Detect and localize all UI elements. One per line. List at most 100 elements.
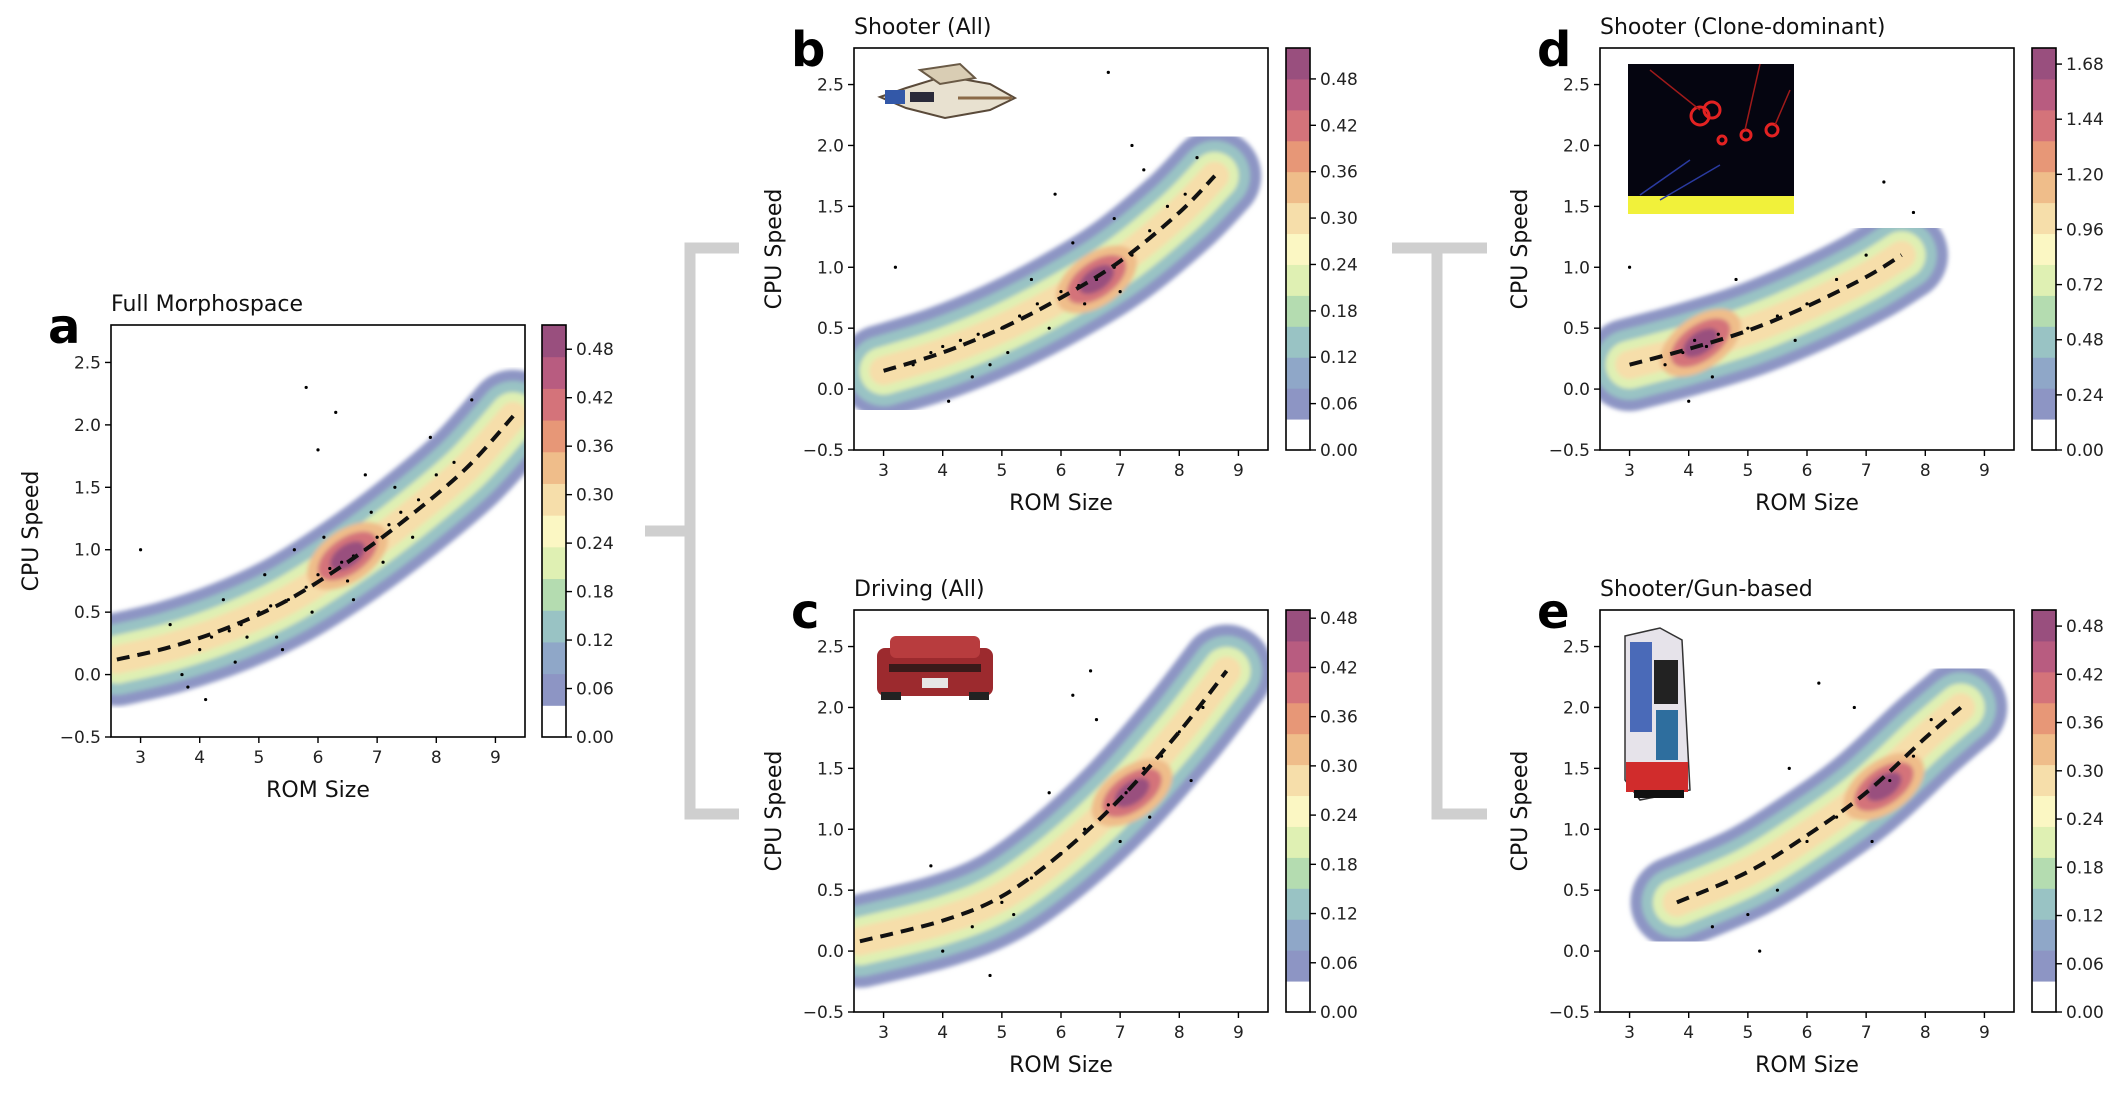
y-tick-label: 2.0 bbox=[74, 416, 101, 436]
scatter-point bbox=[452, 460, 456, 464]
colorbar-frame bbox=[2031, 609, 2057, 1013]
scatter-point bbox=[1882, 180, 1886, 184]
y-tick-label: 0.5 bbox=[1563, 881, 1590, 901]
y-tick-label: 1.0 bbox=[74, 541, 101, 561]
scatter-point bbox=[1047, 326, 1051, 330]
colorbar-tick-label: 1.20 bbox=[2066, 165, 2104, 185]
panel-letter: d bbox=[1537, 22, 1571, 78]
scatter-point bbox=[1710, 375, 1714, 379]
scatter-point bbox=[1071, 241, 1075, 245]
colorbar-tick-label: 1.44 bbox=[2066, 110, 2104, 130]
colorbar-band bbox=[1286, 640, 1310, 673]
y-tick-label: 1.5 bbox=[74, 478, 101, 498]
colorbar-band bbox=[2032, 109, 2056, 142]
scatter-point bbox=[1118, 839, 1122, 844]
panel-b: 3 4 5 6 7 8 9 −0.5 0.0 0.5 1.0 1.5 2.0 2.5 ROM Size CPU… bbox=[762, 15, 1358, 516]
scatter-point bbox=[416, 498, 421, 502]
colorbar-band bbox=[542, 610, 566, 643]
x-tick-label: 6 bbox=[313, 748, 324, 768]
x-tick-label: 4 bbox=[194, 748, 205, 768]
x-axis-label: ROM Size bbox=[1755, 491, 1859, 516]
colorbar-band bbox=[542, 578, 566, 611]
colorbar-tick-label: 0.48 bbox=[576, 340, 614, 360]
colorbar-band bbox=[1286, 795, 1310, 827]
scatter-point bbox=[168, 623, 172, 627]
scatter-point bbox=[310, 610, 314, 614]
scatter-point bbox=[292, 548, 296, 552]
colorbar-band bbox=[542, 325, 566, 358]
x-axis-label: ROM Size bbox=[266, 778, 370, 803]
scatter-point bbox=[1148, 815, 1152, 819]
bracket-a-to-bc bbox=[645, 242, 739, 820]
panel-c: 3 4 5 6 7 8 9 −0.5 0.0 0.5 1.0 1.5 2.0 2.5 ROM Size CPU… bbox=[762, 577, 1358, 1078]
scatter-point bbox=[322, 535, 326, 539]
y-tick-label: 0.5 bbox=[817, 881, 844, 901]
scatter-point bbox=[1888, 778, 1892, 783]
x-tick-label: 6 bbox=[1802, 461, 1813, 481]
scatter-point bbox=[1775, 888, 1780, 892]
x-tick-label: 5 bbox=[253, 748, 264, 768]
scatter-point bbox=[1870, 839, 1874, 844]
panel-letter: e bbox=[1537, 584, 1570, 640]
scatter-point bbox=[245, 635, 249, 639]
colorbar: 0.00 0.06 0.12 0.18 0.24 0.30 0.36 0.42 0.48 bbox=[541, 324, 614, 748]
x-tick-label: 7 bbox=[1861, 1023, 1872, 1043]
y-tick-label: −0.5 bbox=[1549, 1003, 1590, 1023]
colorbar-band bbox=[2032, 326, 2056, 358]
x-tick-label: 5 bbox=[1742, 461, 1753, 481]
colorbar-tick-label: 0.48 bbox=[2066, 331, 2104, 351]
colorbar-frame bbox=[1285, 47, 1311, 451]
scatter-point bbox=[1734, 277, 1738, 282]
colorbar-tick-label: 0.00 bbox=[1320, 1003, 1358, 1023]
scatter-point bbox=[316, 573, 320, 577]
colorbar-band bbox=[1286, 764, 1310, 797]
y-tick-label: 2.5 bbox=[817, 76, 844, 96]
colorbar-band bbox=[2032, 733, 2056, 766]
scatter-point bbox=[1148, 229, 1152, 233]
panel-title: Shooter/Gun-based bbox=[1600, 577, 1813, 602]
colorbar-tick-label: 0.36 bbox=[1320, 163, 1358, 183]
scatter-point bbox=[1834, 277, 1839, 282]
colorbar-band bbox=[1286, 610, 1310, 642]
x-tick-label: 3 bbox=[1624, 1023, 1635, 1043]
x-tick-label: 9 bbox=[1979, 461, 1990, 481]
colorbar-tick-label: 0.42 bbox=[1320, 658, 1358, 678]
scatter-point bbox=[316, 448, 320, 452]
colorbar-tick-label: 0.30 bbox=[1320, 209, 1358, 229]
y-tick-label: 1.5 bbox=[1563, 197, 1590, 217]
colorbar-band bbox=[542, 515, 566, 548]
x-tick-label: 5 bbox=[1742, 1023, 1753, 1043]
colorbar-tick-label: 0.18 bbox=[1320, 302, 1358, 322]
scatter-point bbox=[988, 973, 992, 978]
scatter-point bbox=[1006, 350, 1010, 355]
colorbar-tick-label: 0.30 bbox=[1320, 757, 1358, 777]
scatter-point bbox=[1029, 876, 1034, 880]
x-tick-label: 8 bbox=[1920, 1023, 1931, 1043]
scatter-point bbox=[1716, 332, 1720, 336]
colorbar-band bbox=[1286, 826, 1310, 858]
y-axis-label: CPU Speed bbox=[1508, 751, 1533, 872]
colorbar-band bbox=[542, 641, 566, 675]
y-tick-label: 2.0 bbox=[817, 698, 844, 718]
colorbar: 0.00 0.24 0.48 0.72 0.96 1.20 1.44 1.68 bbox=[2031, 47, 2104, 461]
scatter-point bbox=[1201, 705, 1205, 710]
colorbar-band bbox=[1286, 981, 1310, 1013]
scatter-point bbox=[393, 485, 397, 489]
density-hotspot bbox=[330, 541, 366, 571]
panel-d: 3 4 5 6 7 8 9 −0.5 0.0 0.5 1.0 1.5 2.0 2.5 ROM Size CPU… bbox=[1508, 15, 2104, 516]
y-axis-label: CPU Speed bbox=[762, 751, 787, 872]
colorbar-band bbox=[2032, 171, 2056, 204]
scatter-point bbox=[470, 398, 474, 402]
colorbar-band bbox=[542, 705, 566, 738]
scatter-point bbox=[1000, 900, 1004, 904]
colorbar-band bbox=[542, 546, 566, 580]
x-tick-label: 3 bbox=[878, 461, 889, 481]
density-contours bbox=[854, 129, 1262, 418]
panel-title: Driving (All) bbox=[854, 577, 985, 602]
colorbar-tick-label: 0.30 bbox=[2066, 762, 2104, 782]
scatter-point bbox=[1805, 302, 1809, 306]
scatter-point bbox=[1106, 803, 1110, 807]
scatter-point bbox=[1746, 912, 1750, 917]
colorbar-tick-label: 0.24 bbox=[2066, 810, 2104, 830]
red-car-image bbox=[877, 636, 993, 700]
